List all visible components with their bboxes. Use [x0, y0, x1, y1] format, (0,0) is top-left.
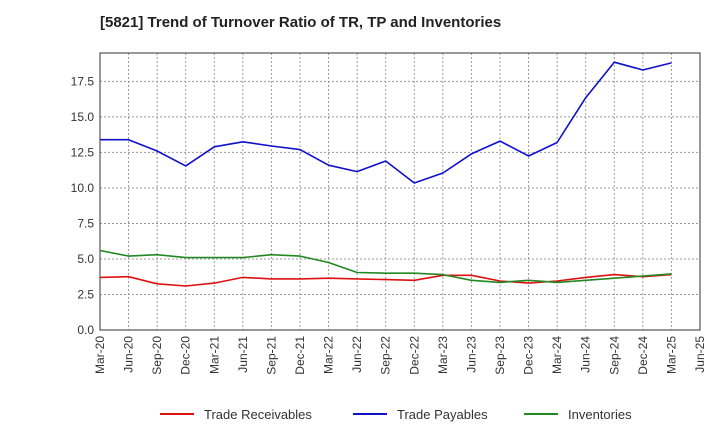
- x-tick-label: Sep-24: [607, 336, 621, 375]
- y-tick-label: 2.5: [77, 287, 94, 301]
- y-axis: 0.0 2.5 5.0 7.5 10.0 12.5 15.0 17.5: [71, 74, 95, 337]
- y-tick-label: 0.0: [77, 323, 94, 337]
- x-tick-label: Sep-20: [150, 336, 164, 375]
- x-tick-label: Dec-23: [522, 336, 536, 375]
- x-axis: Mar-20 Jun-20 Sep-20 Dec-20 Mar-21 Jun-21 Sep-…: [93, 336, 707, 375]
- x-tick-label: Jun-24: [579, 336, 593, 373]
- x-tick-label: Mar-23: [436, 336, 450, 374]
- x-tick-label: Dec-24: [636, 336, 650, 375]
- x-tick-label: Mar-22: [322, 336, 336, 374]
- legend-label: Trade Payables: [397, 407, 488, 422]
- plot-frame: [99, 52, 701, 331]
- y-tick-label: 10.0: [71, 181, 95, 195]
- chart-title: [5821] Trend of Turnover Ratio of TR, TP…: [100, 14, 502, 31]
- x-tick-label: Jun-21: [236, 336, 250, 373]
- y-tick-label: 7.5: [77, 216, 94, 230]
- plot-area: [100, 53, 700, 330]
- y-tick-label: 15.0: [71, 110, 95, 124]
- y-tick-label: 5.0: [77, 252, 94, 266]
- legend-label: Inventories: [568, 407, 632, 422]
- x-tick-label: Mar-24: [550, 336, 564, 374]
- series-layer: [99, 61, 672, 287]
- x-tick-label: Sep-21: [264, 336, 278, 375]
- x-tick-label: Dec-21: [293, 336, 307, 375]
- x-tick-label: Jun-22: [350, 336, 364, 373]
- x-tick-label: Sep-23: [493, 336, 507, 375]
- series-line: [99, 249, 672, 284]
- series-line: [99, 273, 672, 287]
- x-tick-label: Mar-25: [664, 336, 678, 374]
- legend-label: Trade Receivables: [204, 407, 312, 422]
- y-tick-label: 17.5: [71, 74, 95, 88]
- x-tick-label: Jun-20: [122, 336, 136, 373]
- y-tick-label: 12.5: [71, 145, 95, 159]
- x-tick-label: Jun-23: [464, 336, 478, 373]
- x-tick-label: Mar-21: [207, 336, 221, 374]
- legend: Trade Receivables Trade Payables Inventori…: [160, 407, 632, 422]
- series-line: [100, 61, 672, 184]
- x-tick-label: Dec-22: [407, 336, 421, 375]
- x-tick-label: Jun-25: [693, 336, 707, 373]
- x-tick-label: Mar-20: [93, 336, 107, 374]
- x-tick-label: Sep-22: [379, 336, 393, 375]
- x-tick-label: Dec-20: [179, 336, 193, 375]
